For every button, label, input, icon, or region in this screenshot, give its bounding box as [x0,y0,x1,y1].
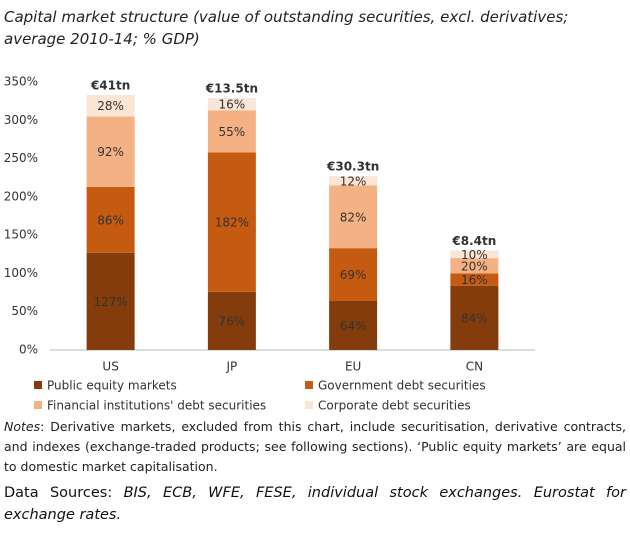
y-tick-label: 250% [4,151,38,165]
notes: Notes: Derivative markets, excluded from… [4,417,626,477]
x-tick-label: US [102,360,118,374]
bar-segment [329,185,378,249]
value-label: 64% [340,319,367,333]
y-tick-label: 150% [4,228,38,242]
sources: Data Sources: BIS, ECB, WFE, FESE, indiv… [4,482,626,526]
notes-label: Notes [4,419,41,434]
bar-segment [329,248,378,301]
bar-segment [86,186,135,253]
total-label: €41tn [90,79,130,93]
value-label: 28% [97,99,124,113]
bar-segment [329,176,378,186]
legend-label: Government debt securities [318,379,486,393]
bar-segment [207,152,256,292]
notes-text: : Derivative markets, excluded from this… [4,419,626,474]
bar-segment [329,300,378,350]
sources-text: BIS, ECB, WFE, FESE, individual stock ex… [4,485,626,523]
bar-segment [450,285,499,350]
legend-swatch [34,401,42,409]
y-tick-label: 350% [4,75,38,89]
total-label: €13.5tn [205,82,258,96]
legend-swatch [305,381,313,389]
value-label: 76% [219,314,246,328]
y-tick-label: 100% [4,266,38,280]
value-label: 182% [215,216,249,230]
chart: 0% 50% 100% 150% 200% 250% 300% 350% US 127% 86% 92… [4,75,535,413]
x-tick-label: CN [466,360,483,374]
y-tick-label: 300% [4,113,38,127]
value-label: 12% [340,174,367,188]
bar-segment [207,291,256,350]
bar-segment [86,252,135,350]
value-label: 84% [461,311,488,325]
value-label: 55% [219,125,246,139]
legend-label: Financial institutions' debt securities [47,399,266,413]
legend-label: Public equity markets [47,379,177,393]
y-tick-label: 0% [19,343,38,357]
value-label: 82% [340,210,367,224]
y-tick-label: 50% [11,304,38,318]
x-tick-label: JP [225,360,237,374]
bar-segment [450,258,499,274]
value-label: 86% [97,213,124,227]
value-label: 69% [340,268,367,282]
bar-segment [207,110,256,153]
value-label: 16% [219,98,246,112]
value-label: 127% [93,295,127,309]
legend-label: Corporate debt securities [318,399,471,413]
legend-swatch [34,381,42,389]
y-tick-label: 200% [4,189,38,203]
sources-label: Data Sources: [4,485,113,501]
bar-segment [86,116,135,187]
x-tick-label: EU [345,360,361,374]
legend-swatch [305,401,313,409]
bar-segment [450,250,499,259]
total-label: €30.3tn [326,160,379,174]
value-label: 92% [97,145,124,159]
total-label: €8.4tn [451,234,496,248]
chart-title: Capital market structure (value of outst… [4,8,569,48]
bar-segment [86,95,135,117]
value-label: 10% [461,248,488,262]
bar-segment [450,273,499,286]
value-label: 20% [461,259,488,273]
bar-segment [207,98,256,111]
value-label: 16% [461,273,488,287]
